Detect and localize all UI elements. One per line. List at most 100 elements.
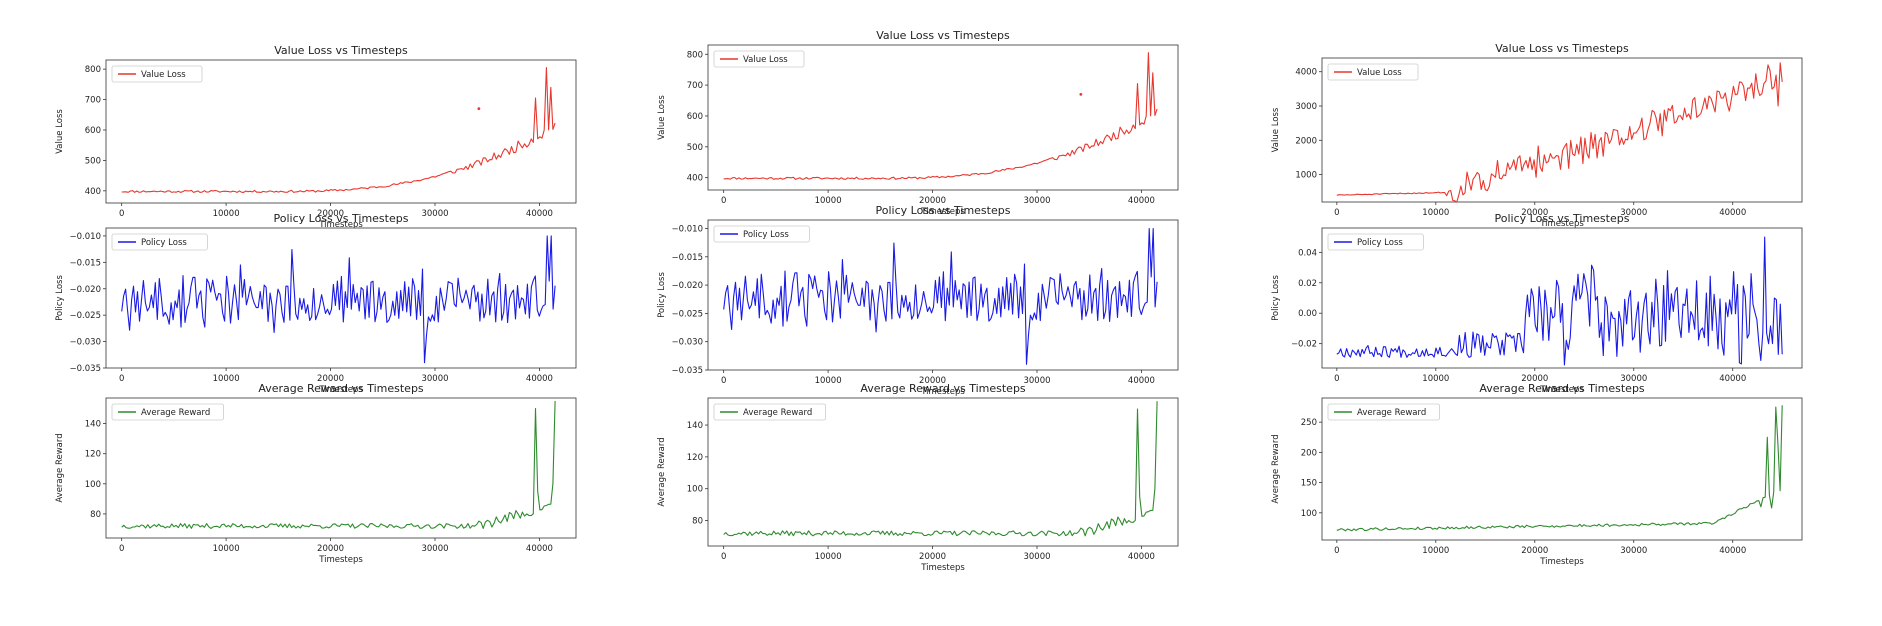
legend-label: Policy Loss [141, 238, 187, 248]
x-tick-label: 10000 [815, 376, 842, 386]
legend-label: Policy Loss [743, 230, 789, 240]
plot-panel-col2-row3: Average Reward vs Timesteps 0 10000 20000 30… [657, 382, 1179, 573]
plot-panel-col3-row2: Policy Loss vs Timesteps 0 10000 20000 30000… [1271, 212, 1803, 395]
x-tick-label: 40000 [1128, 376, 1155, 386]
plot-frame [105, 397, 577, 539]
x-tick-label: 20000 [919, 552, 946, 562]
legend-label: Policy Loss [1357, 238, 1403, 248]
y-tick-label: 120 [85, 450, 101, 460]
y-tick-label: 3000 [1295, 102, 1317, 112]
outlier-point [477, 107, 481, 111]
legend-box [1327, 403, 1440, 421]
x-tick-label: 10000 [1422, 374, 1449, 384]
y-tick-label: −0.015 [672, 253, 703, 263]
y-tick-label: −0.035 [672, 366, 703, 376]
y-tick-label: −0.020 [672, 281, 703, 291]
plot-frame [707, 219, 1179, 371]
x-tick-label: 10000 [1422, 546, 1449, 556]
x-tick-label: 30000 [421, 374, 448, 384]
legend-box [713, 225, 810, 243]
y-tick-label: 140 [687, 421, 703, 431]
x-tick-label: 30000 [421, 209, 448, 219]
y-tick-label: 600 [85, 126, 101, 136]
y-tick-label: −0.02 [1291, 340, 1317, 350]
legend-label: Value Loss [743, 55, 788, 65]
y-axis-label: Average Reward [1271, 434, 1281, 503]
x-tick-label: 10000 [815, 552, 842, 562]
plot-title: Policy Loss vs Timesteps [1495, 212, 1630, 225]
plot-panel-col2-row1: Value Loss vs Timesteps 0 10000 20000 30000 4… [657, 29, 1179, 217]
y-tick-label: 80 [90, 510, 101, 520]
x-tick-label: 0 [119, 374, 124, 384]
y-tick-label: 800 [687, 50, 703, 60]
y-tick-label: 100 [85, 480, 101, 490]
y-tick-label: 250 [1301, 418, 1317, 428]
series-line [723, 52, 1158, 180]
plot-panel-col1-row2: Policy Loss vs Timesteps 0 10000 20000 30000… [55, 212, 577, 395]
x-tick-label: 40000 [1719, 546, 1746, 556]
x-tick-label: 0 [1334, 374, 1339, 384]
series-line [121, 235, 556, 364]
x-axis-label: Timesteps [318, 555, 363, 565]
x-tick-label: 40000 [526, 209, 553, 219]
plot-title: Value Loss vs Timesteps [876, 29, 1010, 42]
plot-panel-col1-row3: Average Reward vs Timesteps 0 10000 20000 30… [55, 382, 577, 565]
x-axis-label: Timesteps [920, 207, 965, 217]
x-tick-label: 30000 [1620, 374, 1647, 384]
legend: Policy Loss [713, 225, 810, 243]
plot-title: Policy Loss vs Timesteps [274, 212, 409, 225]
y-tick-label: 120 [687, 453, 703, 463]
y-tick-label: 800 [85, 65, 101, 75]
legend-label: Value Loss [141, 70, 186, 80]
y-tick-label: −0.010 [672, 224, 703, 234]
legend: Policy Loss [111, 233, 208, 251]
legend-box [713, 50, 805, 68]
y-tick-label: 400 [687, 174, 703, 184]
legend-label: Average Reward [141, 408, 210, 418]
y-tick-label: 700 [85, 96, 101, 106]
x-axis-label: Timesteps [318, 385, 363, 395]
y-tick-label: 140 [85, 420, 101, 430]
series-line [723, 401, 1158, 537]
x-tick-label: 20000 [919, 196, 946, 206]
x-tick-label: 30000 [1620, 208, 1647, 218]
y-tick-label: 100 [1301, 509, 1317, 519]
x-tick-label: 0 [721, 552, 726, 562]
y-axis-label: Policy Loss [657, 272, 667, 318]
series-line [723, 227, 1158, 365]
y-tick-label: −0.010 [70, 232, 101, 242]
series-line [121, 67, 556, 193]
y-tick-label: 0.02 [1298, 279, 1317, 289]
legend: Average Reward [111, 403, 224, 421]
x-tick-label: 0 [721, 196, 726, 206]
y-tick-label: −0.025 [672, 309, 703, 319]
plot-frame [707, 397, 1179, 547]
y-axis-label: Value Loss [657, 95, 667, 140]
y-tick-label: −0.025 [70, 311, 101, 321]
x-axis-label: Timesteps [1539, 219, 1584, 229]
legend-box [111, 65, 203, 83]
legend-label: Average Reward [743, 408, 812, 418]
plot-title: Value Loss vs Timesteps [274, 44, 408, 57]
x-tick-label: 30000 [1023, 552, 1050, 562]
y-tick-label: 700 [687, 81, 703, 91]
y-tick-label: −0.020 [70, 285, 101, 295]
y-axis-label: Policy Loss [55, 275, 65, 321]
plot-title: Value Loss vs Timesteps [1495, 42, 1629, 55]
legend-box [111, 233, 208, 251]
x-tick-label: 40000 [1719, 374, 1746, 384]
x-tick-label: 20000 [317, 544, 344, 554]
x-axis-label: Timesteps [318, 220, 363, 230]
series-line [1336, 62, 1783, 203]
y-tick-label: 600 [687, 112, 703, 122]
plot-title: Policy Loss vs Timesteps [876, 204, 1011, 217]
legend-label: Value Loss [1357, 68, 1402, 78]
x-tick-label: 30000 [1620, 546, 1647, 556]
x-axis-label: Timesteps [920, 387, 965, 397]
y-tick-label: −0.015 [70, 258, 101, 268]
x-tick-label: 40000 [526, 544, 553, 554]
y-tick-label: 0.00 [1298, 309, 1317, 319]
x-tick-label: 10000 [213, 374, 240, 384]
x-tick-label: 0 [721, 376, 726, 386]
